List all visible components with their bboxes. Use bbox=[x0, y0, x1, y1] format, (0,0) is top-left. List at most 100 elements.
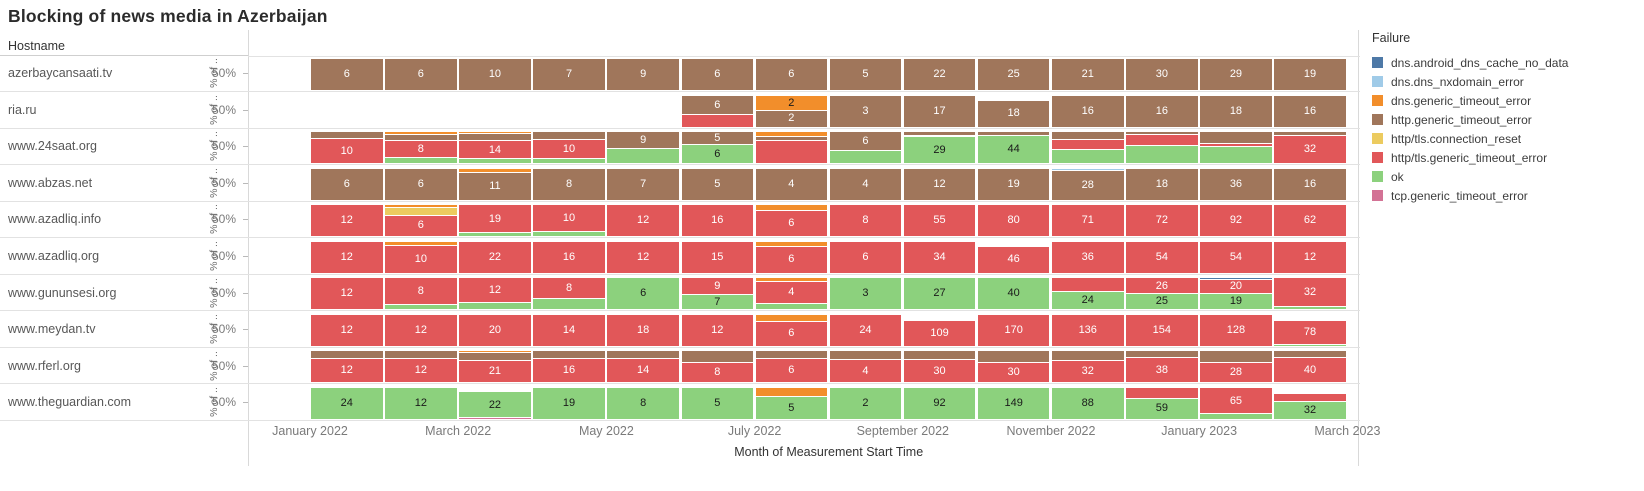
bar-segment-r[interactable]: 24 bbox=[828, 313, 903, 347]
stacked-bar[interactable]: 8 bbox=[532, 167, 606, 201]
bar-segment-br[interactable]: 4 bbox=[828, 167, 903, 201]
bar-segment-br[interactable] bbox=[606, 350, 680, 361]
stacked-bar[interactable] bbox=[1199, 131, 1273, 165]
stacked-bar[interactable]: 5 bbox=[680, 386, 754, 420]
stacked-bar[interactable]: 22 bbox=[458, 240, 532, 274]
stacked-bar[interactable]: 6 bbox=[754, 204, 829, 238]
stacked-bar[interactable]: 154 bbox=[1125, 313, 1199, 347]
bar-segment-br[interactable]: 6 bbox=[310, 167, 384, 201]
bar-segment-r[interactable]: 36 bbox=[1051, 240, 1125, 274]
bar-segment-g[interactable]: 24 bbox=[1051, 291, 1125, 311]
stacked-bar[interactable]: 27 bbox=[902, 277, 977, 311]
hostname-label[interactable]: azerbaycansaati.tv bbox=[8, 66, 113, 81]
bar-segment-r[interactable]: 12 bbox=[384, 357, 458, 384]
bar-segment-g[interactable]: 6 bbox=[680, 144, 754, 165]
stacked-bar[interactable]: 32 bbox=[1273, 131, 1347, 165]
bar-segment-r[interactable]: 22 bbox=[458, 240, 532, 274]
bar-segment-r[interactable]: 4 bbox=[828, 359, 903, 384]
bar-segment-g[interactable] bbox=[532, 230, 606, 238]
bar-segment-o[interactable] bbox=[754, 204, 829, 212]
stacked-bar[interactable]: 20 bbox=[458, 313, 532, 347]
legend-item[interactable]: tcp.generic_timeout_error bbox=[1372, 186, 1568, 205]
bar-segment-br[interactable]: 4 bbox=[754, 167, 829, 201]
bar-segment-br[interactable] bbox=[1051, 350, 1125, 362]
bar-segment-o[interactable] bbox=[754, 240, 829, 248]
bar-segment-br[interactable]: 25 bbox=[976, 58, 1051, 92]
bar-segment-br[interactable]: 7 bbox=[532, 58, 606, 92]
bar-segment-g[interactable]: 40 bbox=[976, 277, 1051, 311]
bar-segment-r[interactable]: 6 bbox=[384, 214, 458, 238]
legend-item[interactable]: http/tls.generic_timeout_error bbox=[1372, 148, 1568, 167]
bar-segment-r[interactable]: 18 bbox=[606, 313, 680, 347]
bar-segment-r[interactable] bbox=[902, 135, 977, 139]
stacked-bar[interactable]: 18 bbox=[1125, 167, 1199, 201]
bar-segment-r[interactable]: 12 bbox=[310, 358, 384, 384]
bar-segment-g[interactable] bbox=[458, 158, 532, 165]
bar-segment-r[interactable]: 12 bbox=[310, 204, 384, 238]
bar-segment-r[interactable]: 55 bbox=[902, 204, 977, 238]
bar-segment-r[interactable]: 32 bbox=[1273, 134, 1347, 165]
stacked-bar[interactable]: 38 bbox=[1125, 350, 1199, 384]
stacked-bar[interactable]: 46 bbox=[976, 245, 1051, 274]
bar-segment-g[interactable]: 29 bbox=[902, 136, 977, 165]
bar-segment-r[interactable]: 8 bbox=[680, 361, 754, 384]
stacked-bar[interactable]: 18 bbox=[606, 313, 680, 347]
bar-segment-g[interactable]: 27 bbox=[902, 277, 977, 311]
bar-segment-g[interactable] bbox=[1199, 413, 1273, 420]
bar-segment-g[interactable] bbox=[1273, 343, 1347, 347]
bar-segment-r[interactable]: 8 bbox=[384, 277, 458, 306]
bar-segment-r[interactable]: 10 bbox=[384, 244, 458, 274]
bar-segment-o[interactable] bbox=[458, 350, 532, 354]
bar-segment-g[interactable] bbox=[532, 158, 606, 165]
bar-segment-br[interactable]: 19 bbox=[1273, 58, 1347, 92]
stacked-bar[interactable]: 8 bbox=[828, 204, 903, 238]
bar-segment-r[interactable]: 38 bbox=[1125, 356, 1199, 384]
stacked-bar[interactable]: 12 bbox=[458, 277, 532, 311]
bar-segment-r[interactable]: 78 bbox=[1273, 320, 1347, 346]
stacked-bar[interactable]: 29 bbox=[1199, 58, 1273, 92]
bar-segment-g[interactable]: 12 bbox=[384, 386, 458, 420]
bar-segment-r[interactable]: 12 bbox=[680, 313, 754, 347]
bar-segment-br[interactable]: 7 bbox=[606, 167, 680, 201]
bar-segment-r[interactable]: 170 bbox=[976, 313, 1051, 347]
bar-segment-br[interactable] bbox=[310, 131, 384, 140]
bar-segment-br[interactable]: 17 bbox=[902, 94, 977, 128]
stacked-bar[interactable]: 12 bbox=[310, 277, 384, 311]
stacked-bar[interactable]: 12 bbox=[902, 167, 977, 201]
stacked-bar[interactable]: 6 bbox=[606, 277, 680, 311]
bar-segment-g[interactable]: 88 bbox=[1051, 386, 1125, 420]
stacked-bar[interactable]: 24 bbox=[310, 386, 384, 420]
stacked-bar[interactable]: 8 bbox=[532, 277, 606, 311]
bar-segment-r[interactable]: 154 bbox=[1125, 313, 1199, 347]
stacked-bar[interactable]: 10 bbox=[384, 240, 458, 274]
bar-segment-r[interactable]: 4 bbox=[754, 281, 829, 305]
bar-segment-br[interactable] bbox=[754, 136, 829, 142]
bar-segment-g[interactable]: 3 bbox=[828, 277, 903, 311]
bar-segment-br[interactable] bbox=[458, 352, 532, 362]
stacked-bar[interactable]: 109 bbox=[902, 320, 977, 347]
stacked-bar[interactable]: 149 bbox=[976, 386, 1051, 420]
bar-segment-r[interactable]: 12 bbox=[310, 240, 384, 274]
stacked-bar[interactable]: 20 19 bbox=[1199, 277, 1273, 311]
hostname-label[interactable]: www.rferl.org bbox=[8, 358, 81, 373]
bar-segment-r[interactable] bbox=[754, 139, 829, 165]
bar-segment-br[interactable] bbox=[384, 350, 458, 360]
bar-segment-br[interactable]: 2 bbox=[754, 110, 829, 128]
stacked-bar[interactable]: 7 bbox=[606, 167, 680, 201]
bar-segment-r[interactable]: 6 bbox=[754, 358, 829, 384]
stacked-bar[interactable]: 6 bbox=[754, 313, 829, 347]
bar-segment-br[interactable]: 6 bbox=[754, 58, 829, 92]
stacked-bar[interactable]: 8 bbox=[606, 386, 680, 420]
bar-segment-r[interactable]: 62 bbox=[1273, 204, 1347, 238]
legend-item[interactable]: dns.generic_timeout_error bbox=[1372, 91, 1568, 110]
stacked-bar[interactable]: 16 bbox=[1273, 167, 1347, 201]
stacked-bar[interactable]: 8 bbox=[680, 350, 754, 384]
stacked-bar[interactable]: 6 bbox=[310, 167, 384, 201]
bar-segment-br[interactable] bbox=[754, 350, 829, 361]
bar-segment-g[interactable]: 8 bbox=[606, 386, 680, 420]
stacked-bar[interactable]: 12 bbox=[310, 204, 384, 238]
bar-segment-br[interactable]: 21 bbox=[1051, 58, 1125, 92]
stacked-bar[interactable]: 5 bbox=[754, 386, 829, 420]
bar-segment-g[interactable]: 2 bbox=[828, 386, 903, 420]
bar-segment-br[interactable]: 5 bbox=[828, 58, 903, 92]
